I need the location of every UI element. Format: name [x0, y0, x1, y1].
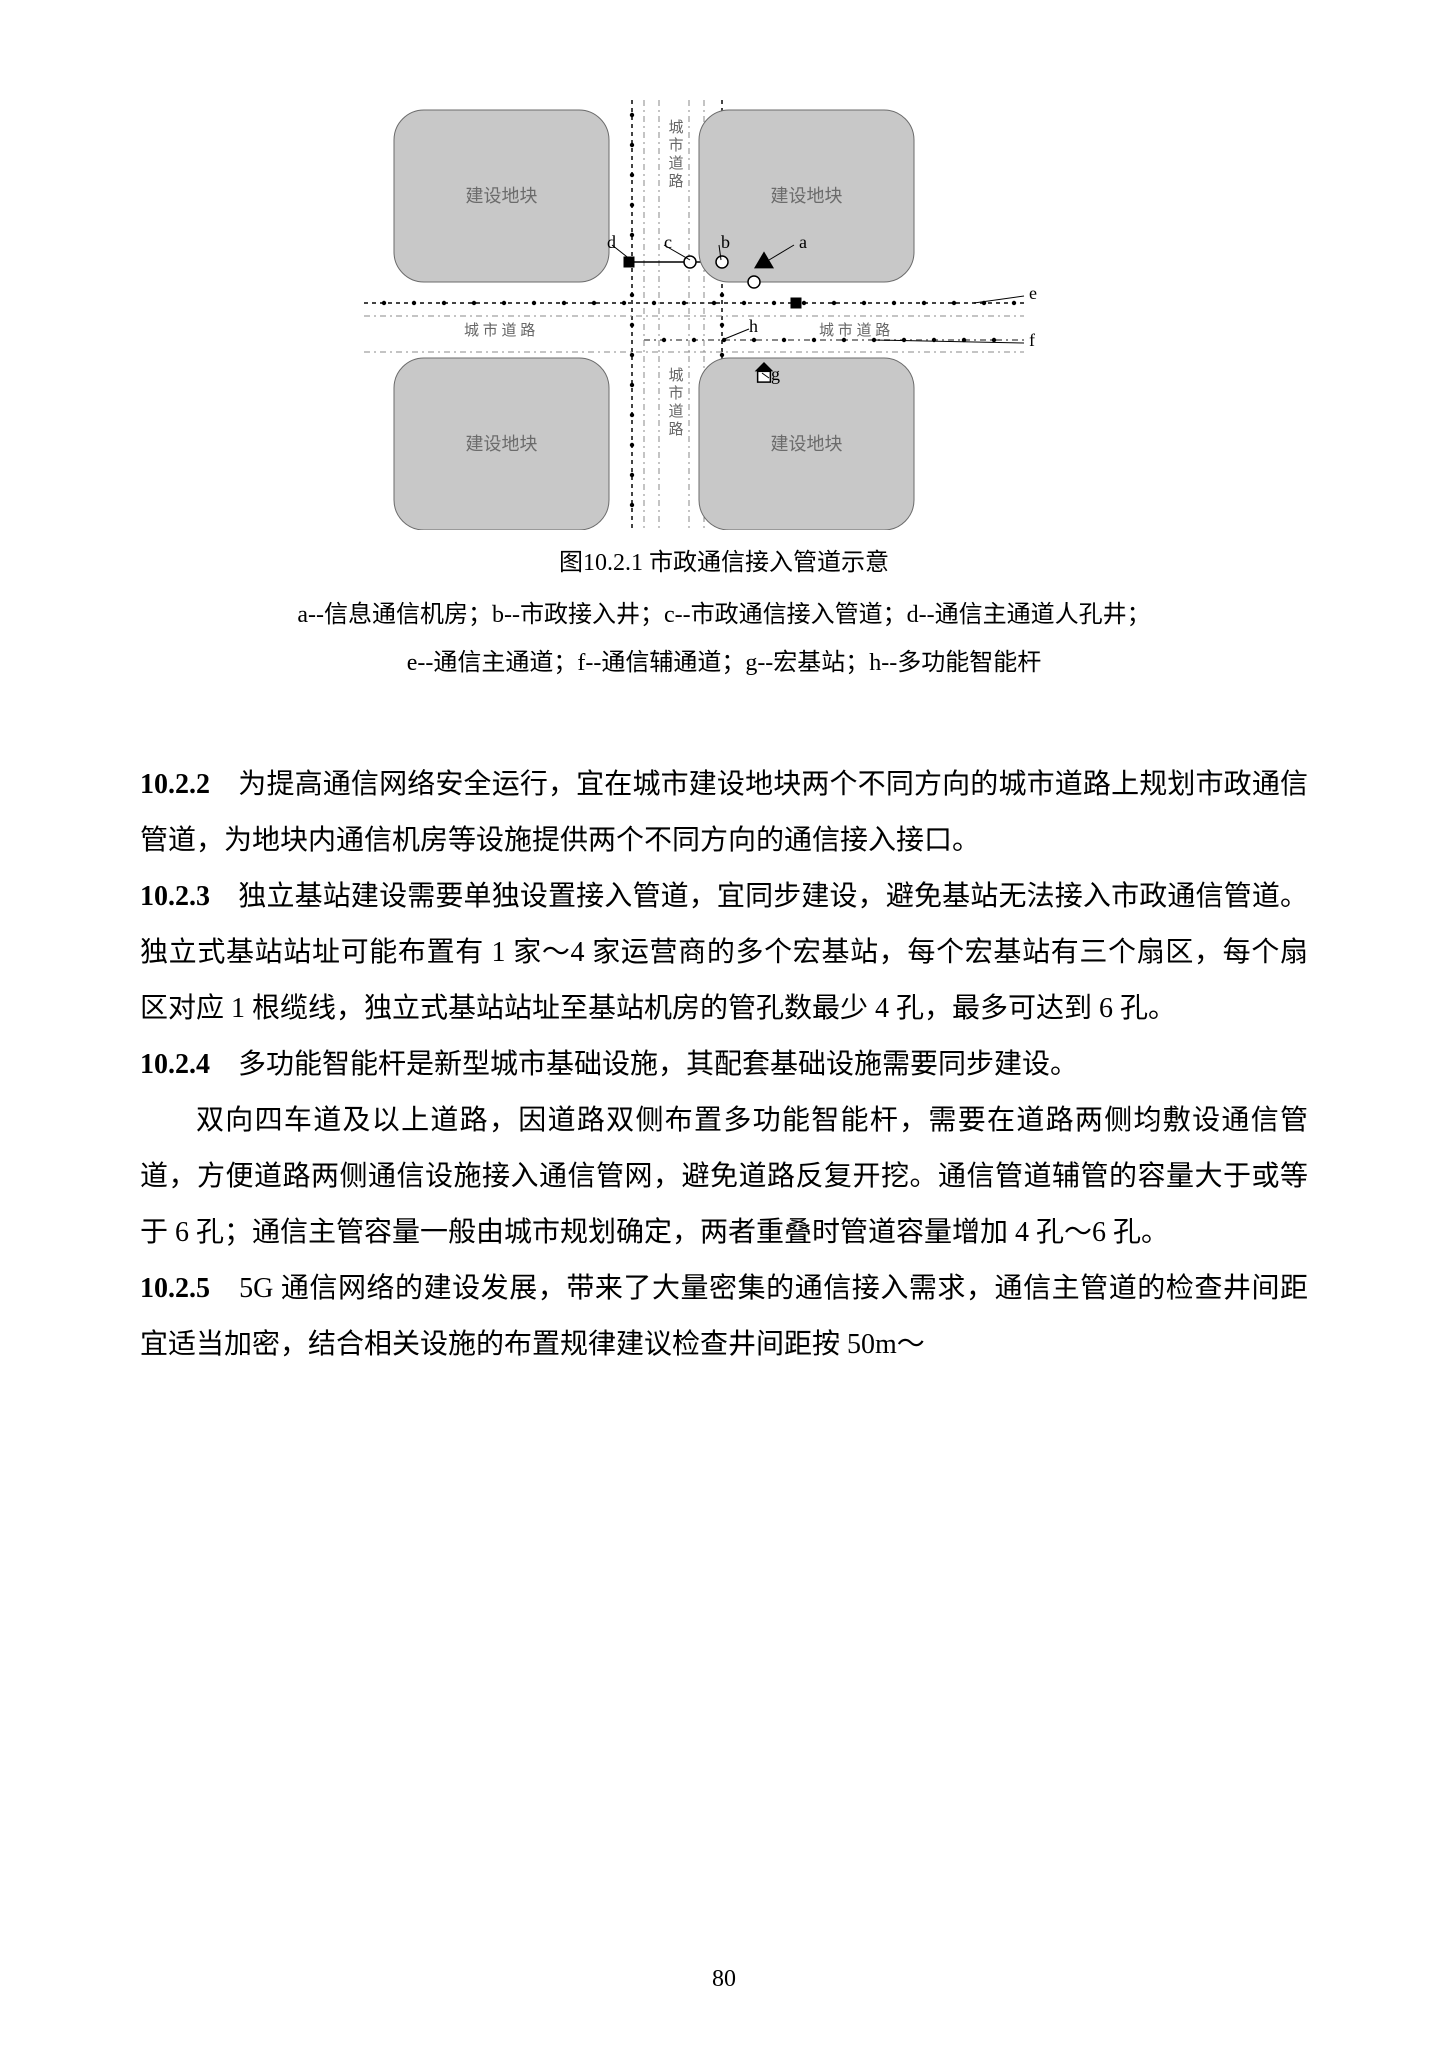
svg-text:城 市 道 路: 城 市 道 路	[464, 322, 535, 339]
para-10-2-4: 10.2.4 多功能智能杆是新型城市基础设施，其配套基础设施需要同步建设。	[140, 1037, 1308, 1093]
para-text: 为提高通信网络安全运行，宜在城市建设地块两个不同方向的城市道路上规划市政通信管道…	[140, 769, 1308, 856]
section-number: 10.2.3	[140, 881, 210, 912]
section-number: 10.2.5	[140, 1273, 210, 1304]
para-10-2-5: 10.2.5 5G 通信网络的建设发展，带来了大量密集的通信接入需求，通信主管道…	[140, 1261, 1308, 1373]
svg-text:a: a	[799, 232, 807, 252]
caption-title: 图10.2.1 市政通信接入管道示意	[559, 550, 889, 576]
svg-text:d: d	[607, 232, 616, 252]
svg-text:城 市 道 路: 城 市 道 路	[819, 322, 890, 339]
svg-text:路: 路	[668, 421, 683, 438]
svg-text:b: b	[721, 232, 730, 252]
para-10-2-4-body: 双向四车道及以上道路，因道路双侧布置多功能智能杆，需要在道路两侧均敷设通信管道，…	[140, 1093, 1308, 1261]
svg-text:h: h	[749, 316, 758, 336]
section-number: 10.2.2	[140, 769, 210, 800]
svg-text:道: 道	[668, 155, 683, 172]
page-number: 80	[0, 1966, 1448, 1993]
svg-text:建设地块: 建设地块	[771, 186, 843, 206]
para-10-2-2: 10.2.2 为提高通信网络安全运行，宜在城市建设地块两个不同方向的城市道路上规…	[140, 757, 1308, 869]
svg-text:建设地块: 建设地块	[466, 186, 538, 206]
para-10-2-3: 10.2.3 独立基站建设需要单独设置接入管道，宜同步建设，避免基站无法接入市政…	[140, 869, 1308, 1037]
figure-legend: a--信息通信机房；b--市政接入井；c--市政通信接入管道；d--通信主通道人…	[140, 591, 1308, 687]
svg-text:市: 市	[668, 385, 683, 402]
svg-text:建设地块: 建设地块	[771, 434, 843, 454]
legend-line-2: e--通信主通道；f--通信辅通道；g--宏基站；h--多功能智能杆	[407, 650, 1042, 676]
svg-text:道: 道	[668, 403, 683, 420]
svg-text:g: g	[771, 364, 780, 384]
svg-text:路: 路	[668, 173, 683, 190]
svg-text:建设地块: 建设地块	[466, 434, 538, 454]
figure-caption: 图10.2.1 市政通信接入管道示意	[140, 542, 1308, 585]
body-text: 10.2.2 为提高通信网络安全运行，宜在城市建设地块两个不同方向的城市道路上规…	[140, 757, 1308, 1373]
para-text: 独立基站建设需要单独设置接入管道，宜同步建设，避免基站无法接入市政通信管道。独立…	[140, 881, 1308, 1024]
svg-text:f: f	[1029, 330, 1035, 350]
svg-text:c: c	[664, 232, 672, 252]
legend-line-1: a--信息通信机房；b--市政接入井；c--市政通信接入管道；d--通信主通道人…	[297, 602, 1150, 628]
para-text: 5G 通信网络的建设发展，带来了大量密集的通信接入需求，通信主管道的检查井间距宜…	[140, 1273, 1308, 1360]
svg-text:城: 城	[668, 119, 683, 136]
svg-text:市: 市	[668, 137, 683, 154]
svg-text:城: 城	[668, 367, 683, 384]
svg-text:e: e	[1029, 283, 1037, 303]
diagram-figure: 建设地块建设地块建设地块建设地块城市道路城市道路城 市 道 路城 市 道 路dc…	[364, 100, 1084, 530]
para-text: 多功能智能杆是新型城市基础设施，其配套基础设施需要同步建设。	[210, 1049, 1078, 1080]
para-text: 双向四车道及以上道路，因道路双侧布置多功能智能杆，需要在道路两侧均敷设通信管道，…	[140, 1105, 1308, 1248]
section-number: 10.2.4	[140, 1049, 210, 1080]
